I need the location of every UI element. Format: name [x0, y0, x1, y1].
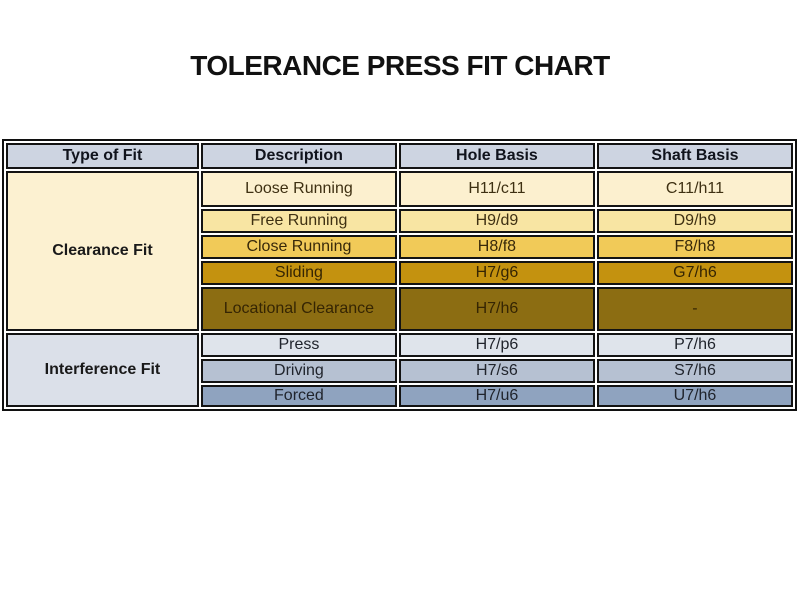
- cell-shaft-basis: P7/h6: [596, 333, 793, 357]
- cell-description: Loose Running: [200, 171, 397, 207]
- cell-shaft-basis: -: [596, 287, 793, 331]
- table-row-loose-running: Clearance Fit Loose Running H11/c11 C11/…: [6, 171, 793, 331]
- cell-description: Driving: [200, 359, 397, 383]
- table-row-close-running: Close Running H8/f8 F8/h8: [6, 235, 793, 259]
- cell-description: Locational Clearance: [200, 287, 397, 331]
- page-title: TOLERANCE PRESS FIT CHART: [190, 50, 610, 81]
- table-row-free-running: Free Running H9/d9 D9/h9: [6, 209, 793, 233]
- cell-clearance-fit: Clearance Fit: [6, 171, 199, 331]
- cell-hole-basis: H7/s6: [398, 359, 595, 383]
- header-shaft-basis: Shaft Basis: [596, 143, 793, 169]
- table-header-row: Type of Fit Description Hole Basis Shaft…: [6, 143, 793, 169]
- cell-description: Close Running: [200, 235, 397, 259]
- tolerance-fit-table: Type of Fit Description Hole Basis Shaft…: [2, 139, 797, 411]
- cell-shaft-basis: C11/h11: [596, 171, 793, 207]
- header-hole-basis: Hole Basis: [398, 143, 595, 169]
- cell-description: Free Running: [200, 209, 397, 233]
- cell-shaft-basis: D9/h9: [596, 209, 793, 233]
- cell-hole-basis: H8/f8: [398, 235, 595, 259]
- cell-hole-basis: H7/h6: [398, 287, 595, 331]
- table-row-press: Interference Fit Press H7/p6 P7/h6: [6, 333, 793, 407]
- cell-shaft-basis: F8/h8: [596, 235, 793, 259]
- cell-description: Forced: [200, 385, 397, 407]
- cell-hole-basis: H7/u6: [398, 385, 595, 407]
- cell-description: Sliding: [200, 261, 397, 285]
- table-row-sliding: Sliding H7/g6 G7/h6: [6, 261, 793, 285]
- cell-description: Press: [200, 333, 397, 357]
- cell-interference-fit: Interference Fit: [6, 333, 199, 407]
- cell-hole-basis: H9/d9: [398, 209, 595, 233]
- table-row-locational-clearance: Locational Clearance H7/h6 -: [6, 287, 793, 331]
- cell-hole-basis: H7/g6: [398, 261, 595, 285]
- cell-hole-basis: H11/c11: [398, 171, 595, 207]
- cell-shaft-basis: S7/h6: [596, 359, 793, 383]
- table-row-forced: Forced H7/u6 U7/h6: [6, 385, 793, 407]
- header-type-of-fit: Type of Fit: [6, 143, 199, 169]
- table-row-driving: Driving H7/s6 S7/h6: [6, 359, 793, 383]
- cell-shaft-basis: G7/h6: [596, 261, 793, 285]
- cell-hole-basis: H7/p6: [398, 333, 595, 357]
- header-description: Description: [200, 143, 397, 169]
- cell-shaft-basis: U7/h6: [596, 385, 793, 407]
